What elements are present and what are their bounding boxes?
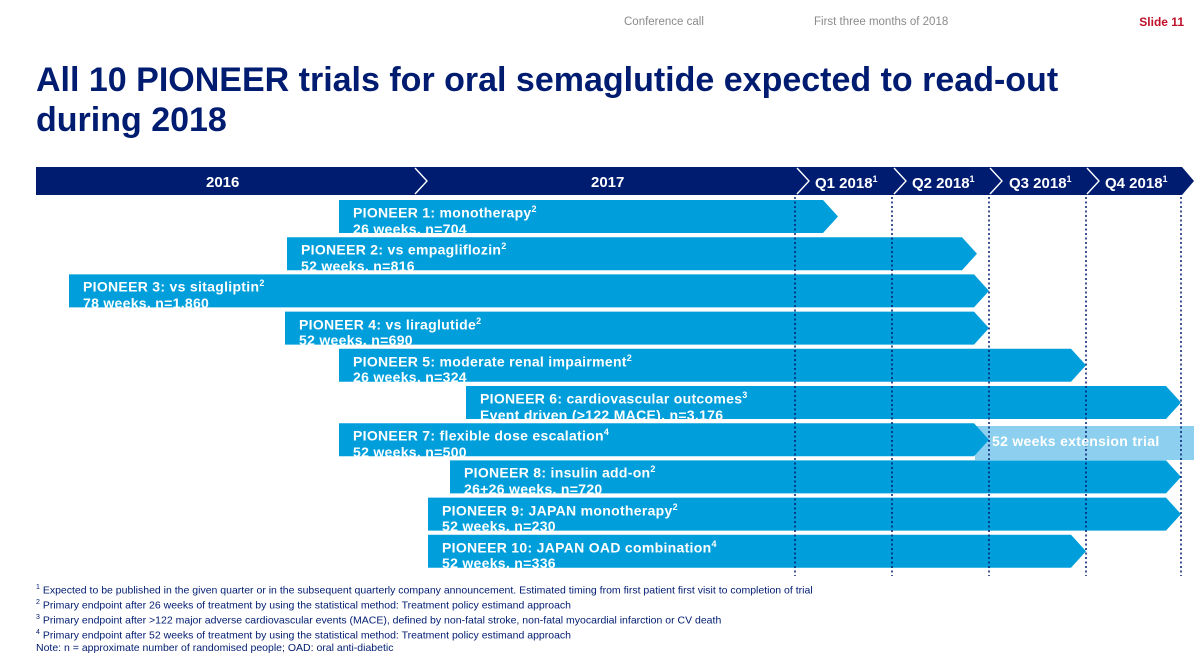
trial-detail: 78 weeks, n=1,860 xyxy=(83,295,210,312)
footnote-number: 3 xyxy=(36,614,40,622)
footnote-marker: 2 xyxy=(672,501,678,512)
trial-name: PIONEER 9: JAPAN monotherapy xyxy=(442,502,673,519)
trial-detail: 52 weeks, n=336 xyxy=(442,555,556,572)
period-divider-chevron xyxy=(893,167,907,195)
footnote-marker: 4 xyxy=(603,427,610,438)
trial-bar xyxy=(428,497,1181,531)
trial-detail: 26 weeks, n=324 xyxy=(353,369,467,386)
trial-name: PIONEER 2: vs empagliflozin xyxy=(301,241,502,258)
footnote-text: Note: n = approximate number of randomis… xyxy=(36,642,394,655)
trial-bar xyxy=(466,386,1181,419)
trial-detail: 52 weeks, n=230 xyxy=(442,518,556,535)
footnote: 3 Primary endpoint after >122 major adve… xyxy=(36,612,813,627)
trial-label: PIONEER 2: vs empagliflozin2 52 weeks, n=… xyxy=(301,238,507,274)
footnote-marker: 2 xyxy=(259,278,265,289)
footnote-marker: 3 xyxy=(742,390,748,400)
period-label-text: Q2 2018 xyxy=(912,175,970,192)
trial-name: PIONEER 6: cardiovascular outcomes xyxy=(480,390,743,407)
trial-name: PIONEER 5: moderate renal impairment xyxy=(353,353,627,370)
footnote-marker: 2 xyxy=(531,204,537,214)
extension-bar xyxy=(975,426,1194,460)
slide-number: Slide 11 xyxy=(1139,15,1184,29)
footnote-marker: 1 xyxy=(1066,174,1072,184)
footnote-text: Expected to be published in the given qu… xyxy=(42,584,813,597)
period-label-text: 2016 xyxy=(206,174,240,191)
footnote-text: Primary endpoint after 26 weeks of treat… xyxy=(42,599,572,612)
trial-label: PIONEER 8: insulin add-on2 26+26 weeks, n… xyxy=(464,461,656,497)
footnote-marker: 1 xyxy=(969,174,975,184)
trial-bar xyxy=(69,274,989,308)
trial-bar xyxy=(339,423,989,457)
trial-name: PIONEER 10: JAPAN OAD combination xyxy=(442,539,712,556)
footnote-number: 1 xyxy=(36,584,40,591)
trial-detail: 26 weeks, n=704 xyxy=(353,220,467,237)
footnote-text: Primary endpoint after 52 weeks of treat… xyxy=(42,629,572,642)
trial-label: PIONEER 4: vs liraglutide2 52 weeks, n=69… xyxy=(299,313,481,349)
trial-detail: 52 weeks, n=816 xyxy=(301,257,415,274)
trial-label: PIONEER 6: cardiovascular outcomes3 Event… xyxy=(480,387,748,423)
trial-bar xyxy=(287,237,977,271)
period-label-text: Q3 2018 xyxy=(1009,175,1067,192)
trial-label: PIONEER 7: flexible dose escalation4 52 w… xyxy=(353,424,609,460)
period-label: 2016 xyxy=(206,174,239,191)
trial-bar xyxy=(450,460,1181,494)
footnote: Note: n = approximate number of randomis… xyxy=(36,642,813,655)
trial-detail: Event driven (>122 MACE), n=3,176 xyxy=(480,406,724,423)
extension-label: 52 weeks extension trial xyxy=(992,433,1160,449)
trial-bar xyxy=(339,348,1086,382)
trial-detail: 26+26 weeks, n=720 xyxy=(464,481,603,498)
trial-label: PIONEER 5: moderate renal impairment2 26 … xyxy=(353,350,632,386)
period-divider-chevron xyxy=(989,167,1003,195)
footnote-marker: 1 xyxy=(1162,174,1168,184)
trial-name: PIONEER 1: monotherapy xyxy=(353,204,532,221)
period-label: Q4 20181 xyxy=(1105,174,1168,192)
period-divider-chevron xyxy=(414,167,428,195)
footnote-marker: 4 xyxy=(711,538,717,549)
period-label: 2017 xyxy=(591,174,624,191)
trial-label: PIONEER 10: JAPAN OAD combination4 52 wee… xyxy=(442,536,717,572)
header-period: First three months of 2018 xyxy=(814,16,949,28)
period-divider-chevron xyxy=(1086,167,1100,195)
period-label: Q2 20181 xyxy=(912,174,975,192)
timeline-header-band xyxy=(36,167,1194,195)
slide-title: All 10 PIONEER trials for oral semagluti… xyxy=(36,61,1059,139)
trial-name: PIONEER 8: insulin add-on xyxy=(464,465,651,482)
trial-label: PIONEER 3: vs sitagliptin2 78 weeks, n=1,… xyxy=(83,275,265,311)
period-divider-chevron xyxy=(796,167,810,195)
footnote-number: 2 xyxy=(36,599,40,607)
period-label-text: Q1 2018 xyxy=(815,175,873,192)
trial-name: PIONEER 4: vs liraglutide xyxy=(299,316,477,333)
period-label: Q3 20181 xyxy=(1009,174,1072,192)
footnote-marker: 2 xyxy=(650,464,656,475)
period-label: Q1 20181 xyxy=(815,174,878,192)
period-label-text: 2017 xyxy=(591,174,625,191)
trial-detail: 52 weeks, n=690 xyxy=(299,332,413,349)
footnote-marker: 1 xyxy=(872,174,878,184)
footnotes: 1 Expected to be published in the given … xyxy=(36,582,813,655)
footnote-text: Primary endpoint after >122 major advers… xyxy=(42,614,722,627)
footnote-number: 4 xyxy=(36,629,40,637)
period-label-text: Q4 2018 xyxy=(1105,175,1163,192)
footnote: 2 Primary endpoint after 26 weeks of tre… xyxy=(36,597,813,612)
trial-bar xyxy=(339,200,838,233)
trial-label: PIONEER 1: monotherapy2 26 weeks, n=704 xyxy=(353,201,537,237)
trial-bar xyxy=(428,534,1086,568)
trial-label: PIONEER 9: JAPAN monotherapy2 52 weeks, n… xyxy=(442,499,678,535)
footnote: 4 Primary endpoint after 52 weeks of tre… xyxy=(36,627,813,642)
footnote: 1 Expected to be published in the given … xyxy=(36,582,813,597)
footnote-marker: 2 xyxy=(476,315,482,326)
header-conference-call: Conference call xyxy=(624,16,704,28)
footnote-marker: 2 xyxy=(626,352,633,363)
trial-bar xyxy=(285,311,989,345)
trial-name: PIONEER 3: vs sitagliptin xyxy=(83,279,260,296)
trial-detail: 52 weeks, n=500 xyxy=(353,443,467,460)
trial-name: PIONEER 7: flexible dose escalation xyxy=(353,427,604,444)
footnote-marker: 2 xyxy=(501,241,507,252)
